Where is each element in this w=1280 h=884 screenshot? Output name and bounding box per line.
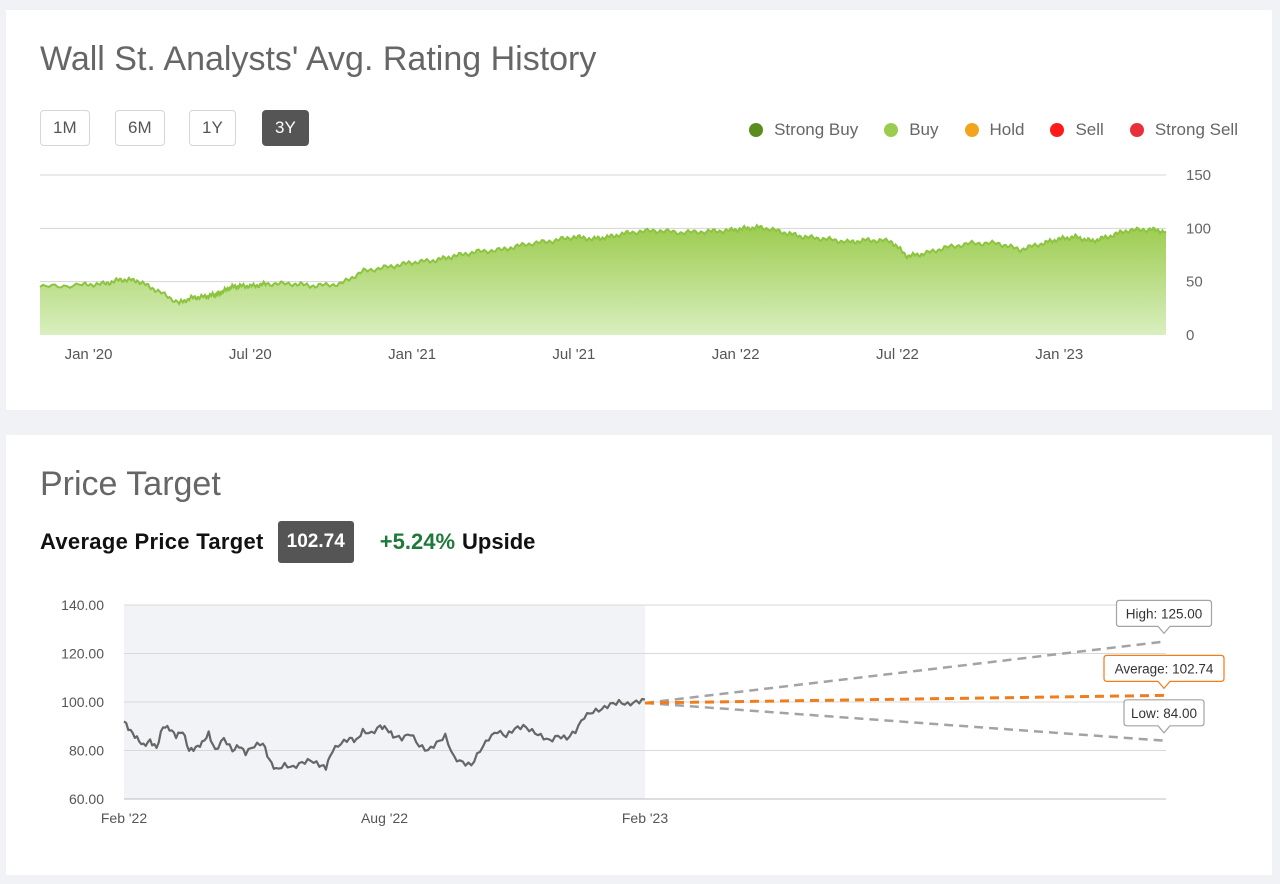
price-target-card: Price Target Average Price Target 102.74…: [6, 435, 1272, 875]
x-tick-label: Jul '20: [229, 346, 272, 363]
y-tick-label: 150: [1186, 167, 1211, 184]
x-tick-label: Feb '23: [622, 810, 668, 826]
callout-label: High: 125.00: [1126, 606, 1203, 621]
buy-area: [40, 225, 1166, 335]
legend-item-buy[interactable]: Buy: [884, 120, 939, 140]
average-price-target-label: Average Price Target: [40, 529, 264, 554]
y-tick-label: 120.00: [61, 646, 104, 662]
price-history-line: [123, 697, 646, 771]
legend-label: Hold: [989, 120, 1025, 139]
forecast-low-line: [644, 701, 1167, 743]
y-tick-label: 80.00: [69, 743, 104, 759]
price-target-title: Price Target: [40, 465, 221, 503]
range-button-1y[interactable]: 1Y: [189, 110, 236, 146]
legend-label: Buy: [909, 120, 939, 139]
rating-history-card: Wall St. Analysts' Avg. Rating History 1…: [6, 10, 1272, 410]
rating-history-chart: 0 50 100 150 Jan '20 Jul '20 Jan '21 Jul '21 Jan…: [39, 167, 1211, 363]
range-button-6m[interactable]: 6M: [115, 110, 165, 146]
x-tick-label: Jan '21: [388, 346, 436, 363]
forecast-average-line: [644, 693, 1167, 705]
x-tick-label: Jul '21: [552, 346, 595, 363]
average-price-target-row: Average Price Target 102.74 +5.24% Upsid…: [40, 521, 535, 563]
x-tick-label: Jan '20: [65, 346, 113, 363]
legend-dot-icon: [964, 123, 979, 137]
callout-label: Low: 84.00: [1131, 706, 1197, 721]
legend-item-hold[interactable]: Hold: [964, 120, 1025, 140]
callout-box: [1123, 699, 1205, 734]
x-tick-label: Feb '22: [101, 810, 147, 826]
upside-label: Upside: [462, 529, 536, 554]
y-tick-label: 100: [1186, 220, 1211, 237]
x-tick-label: Jan '23: [1035, 346, 1083, 363]
rating-legend: Strong Buy Buy Hold Sell Strong Sell: [749, 120, 1238, 140]
target-callout-low: Low: 84.00: [1123, 699, 1205, 734]
x-tick-label: Aug '22: [361, 810, 408, 826]
legend-dot-icon: [1129, 123, 1144, 137]
price-target-chart: 60.00 80.00 100.00 120.00 140.00 Feb '22 Aug '…: [61, 597, 1225, 826]
y-tick-label: 50: [1186, 274, 1203, 291]
y-tick-label: 60.00: [69, 791, 104, 807]
legend-label: Strong Sell: [1154, 120, 1238, 139]
legend-dot-icon: [1050, 123, 1065, 137]
target-callout-average: Average: 102.74: [1103, 654, 1225, 690]
legend-label: Sell: [1075, 120, 1104, 139]
legend-label: Strong Buy: [774, 120, 859, 139]
y-tick-label: 140.00: [61, 597, 104, 613]
buy-line: [39, 223, 1167, 306]
range-button-1m[interactable]: 1M: [40, 110, 90, 146]
legend-dot-icon: [884, 123, 899, 137]
x-tick-label: Jul '22: [876, 346, 919, 363]
x-tick-label: Jan '22: [712, 346, 760, 363]
callout-box: [1103, 654, 1225, 690]
average-price-target-value: 102.74: [277, 521, 354, 563]
legend-item-strong-buy[interactable]: Strong Buy: [749, 120, 858, 140]
legend-dot-icon: [749, 123, 764, 137]
callout-box: [1115, 599, 1213, 635]
y-tick-label: 100.00: [61, 694, 104, 710]
y-tick-label: 0: [1186, 327, 1194, 344]
legend-item-strong-sell[interactable]: Strong Sell: [1129, 120, 1238, 140]
forecast-high-line: [644, 640, 1167, 705]
legend-item-sell[interactable]: Sell: [1050, 120, 1104, 140]
callout-label: Average: 102.74: [1115, 661, 1214, 676]
target-callout-high: High: 125.00: [1115, 599, 1213, 635]
rating-history-title: Wall St. Analysts' Avg. Rating History: [40, 40, 597, 78]
range-button-3y[interactable]: 3Y: [262, 110, 309, 146]
upside-percent: +5.24%: [379, 529, 456, 554]
